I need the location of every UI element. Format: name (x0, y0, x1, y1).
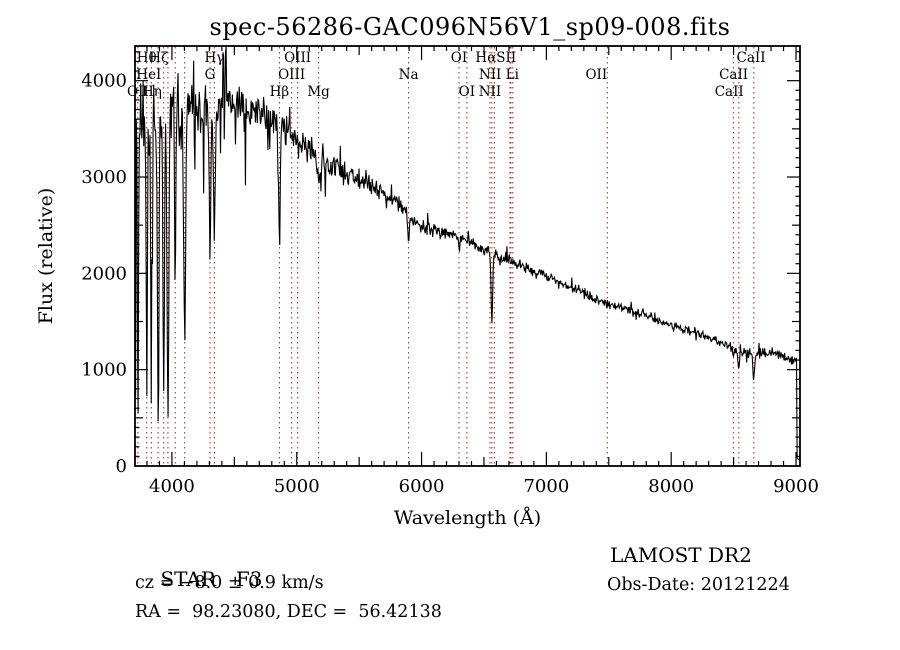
spectral-line-label: OII (585, 67, 607, 83)
y-tick-label: 4000 (81, 71, 127, 92)
plot-border (134, 45, 801, 467)
spectral-line-label: CaII (715, 84, 744, 100)
spectral-line-label: CaII (737, 50, 766, 66)
spectral-line-label: Hη (142, 84, 162, 100)
y-tick-label: 3000 (81, 167, 127, 188)
cz-text: cz = −8.0 ± 0.9 km/s (135, 573, 324, 593)
spectral-line-label: Na (399, 67, 419, 83)
spectral-line-label: HαSII (475, 50, 516, 66)
spectral-line-label: OI (451, 50, 467, 66)
page-title: spec-56286-GAC096N56V1_sp09-008.fits (209, 13, 731, 41)
x-tick-label: 8000 (648, 476, 694, 497)
x-axis-title: Wavelength (Å) (394, 507, 541, 529)
y-tick-label: 0 (116, 456, 127, 477)
subclass-label: F3 (235, 567, 263, 591)
radec-text: RA = 98.23080, DEC = 56.42138 (135, 602, 442, 622)
x-tick-label: 5000 (274, 476, 320, 497)
spectral-line-label: OI (459, 84, 475, 100)
spectral-line-label: HeI (136, 67, 161, 83)
x-tick-label: 4000 (149, 476, 195, 497)
spectral-line-label: OIII (284, 50, 311, 66)
spectral-line-label: G (205, 67, 216, 83)
x-tick-label: 6000 (399, 476, 445, 497)
spectral-line-label: Hγ (204, 50, 224, 66)
spectrum-path (135, 46, 800, 461)
spectral-line-label: Mg (307, 84, 330, 100)
y-tick-label: 2000 (81, 263, 127, 284)
x-tick-label: 9000 (773, 476, 819, 497)
spectral-line-label: NII (479, 84, 501, 100)
spectral-line-label: NII Li (479, 67, 520, 83)
obs-date-text: Obs-Date: 20121224 (607, 575, 790, 595)
classification-text: STAR F3 (135, 543, 263, 615)
y-tick-label: 1000 (81, 360, 127, 381)
class-label: STAR (160, 567, 216, 591)
y-axis-title: Flux (relative) (35, 188, 57, 325)
spectral-line-label: OIII (278, 67, 305, 83)
spectral-line-label: Hζ (149, 50, 168, 66)
spectral-line-label: Hθ (137, 50, 157, 66)
survey-text: LAMOST DR2 (610, 543, 752, 567)
spectral-line-label: Hβ (270, 84, 290, 100)
spectral-line-label: CaII (719, 67, 748, 83)
x-tick-label: 7000 (523, 476, 569, 497)
